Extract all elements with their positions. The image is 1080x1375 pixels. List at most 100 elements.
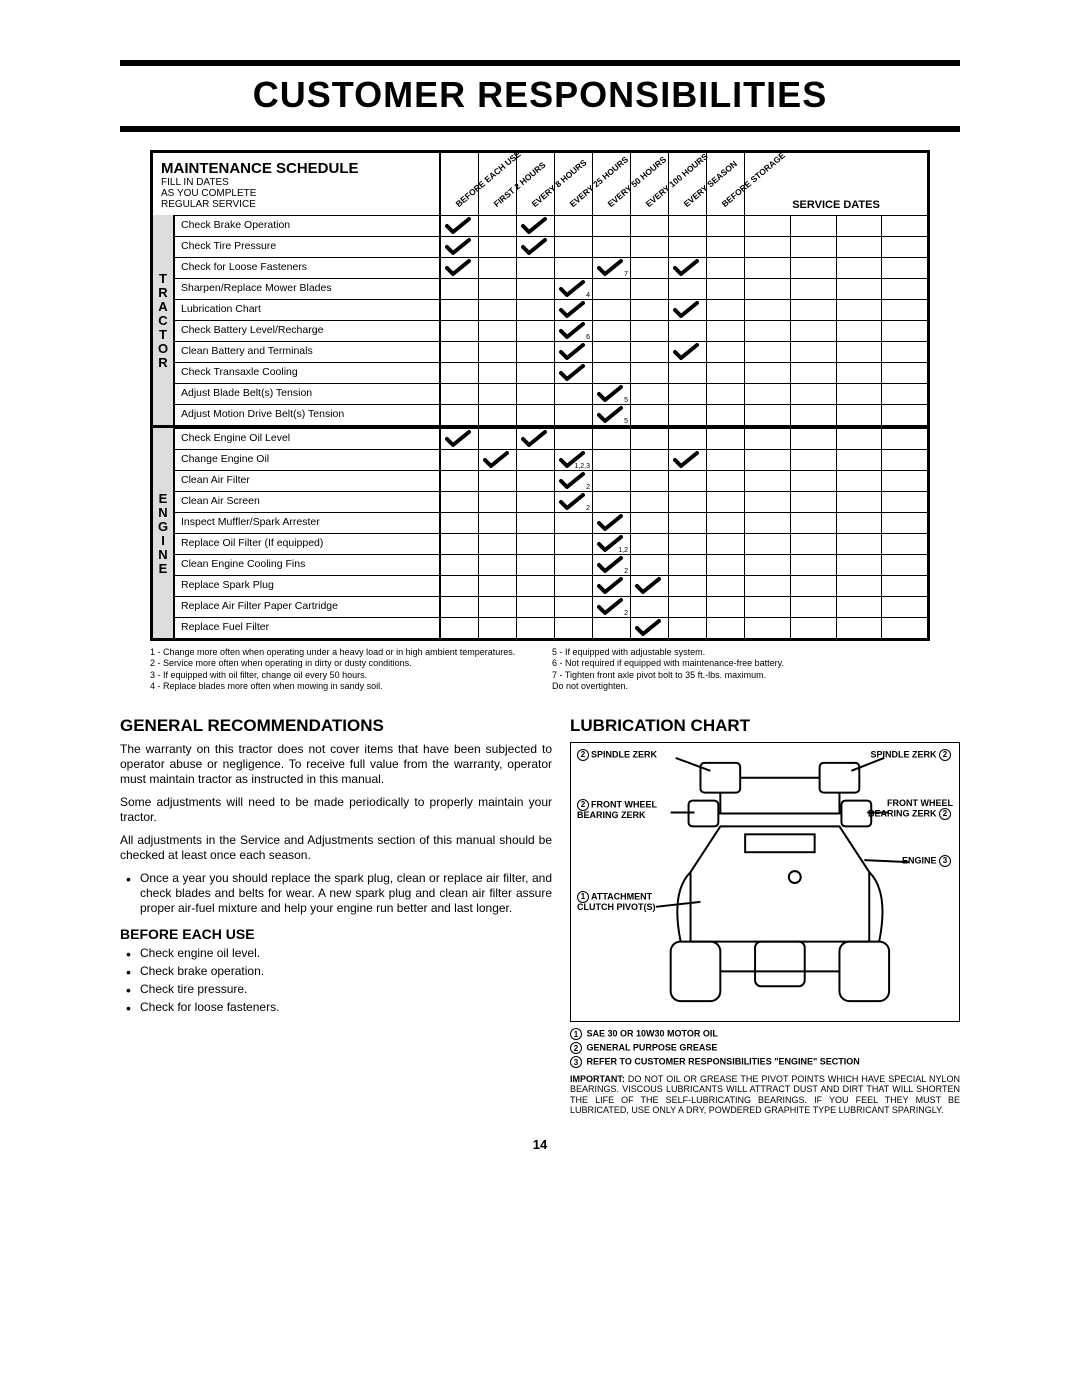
schedule-row: Clean Air Screen2 (175, 491, 927, 512)
schedule-row: Replace Spark Plug (175, 575, 927, 596)
schedule-check-cell (441, 279, 479, 299)
schedule-check-cell (479, 258, 517, 278)
schedule-check-cell (631, 429, 669, 449)
maintenance-schedule-table: MAINTENANCE SCHEDULE FILL IN DATES AS YO… (150, 150, 930, 641)
schedule-check-cell (669, 618, 707, 638)
schedule-row: Check Battery Level/Recharge6 (175, 320, 927, 341)
service-date-cells (745, 237, 927, 257)
schedule-check-cell (555, 513, 593, 533)
schedule-check-cell (555, 342, 593, 362)
service-date-cells (745, 363, 927, 383)
schedule-row: Clean Battery and Terminals (175, 341, 927, 362)
general-bullet: Once a year you should replace the spark… (120, 871, 552, 916)
schedule-check-cell: 7 (593, 258, 631, 278)
footnote: 2 - Service more often when operating in… (150, 658, 528, 669)
service-date-cells (745, 342, 927, 362)
schedule-check-cell (593, 237, 631, 257)
schedule-check-cell (669, 534, 707, 554)
service-date-cells (745, 555, 927, 575)
service-date-cells (745, 534, 927, 554)
schedule-task-label: Check Tire Pressure (175, 237, 441, 257)
schedule-column-header: BEFORE EACH USE (441, 153, 479, 215)
general-para-2: Some adjustments will need to be made pe… (120, 795, 552, 825)
schedule-row: Clean Air Filter2 (175, 470, 927, 491)
schedule-check-cell (631, 555, 669, 575)
schedule-row: Check Brake Operation (175, 215, 927, 236)
schedule-check-cell (517, 555, 555, 575)
schedule-check-cell (707, 279, 745, 299)
page-title: CUSTOMER RESPONSIBILITIES (120, 60, 960, 132)
schedule-check-cell (479, 216, 517, 236)
schedule-check-cell (707, 429, 745, 449)
lube-label-front-wheel-left: 2FRONT WHEEL BEARING ZERK (577, 799, 667, 820)
footnote: 5 - If equipped with adjustable system. (552, 647, 930, 658)
schedule-check-cell (479, 555, 517, 575)
schedule-check-cell (631, 342, 669, 362)
schedule-check-cell (669, 342, 707, 362)
schedule-check-cell (441, 555, 479, 575)
lube-label-engine: ENGINE 3 (902, 855, 953, 867)
schedule-check-cell (517, 258, 555, 278)
schedule-check-cell (479, 429, 517, 449)
schedule-check-cell (555, 216, 593, 236)
lubrication-chart-heading: LUBRICATION CHART (570, 716, 960, 736)
schedule-check-cell: 2 (593, 597, 631, 617)
schedule-check-cell (479, 513, 517, 533)
schedule-check-cell (479, 534, 517, 554)
schedule-check-cell (631, 513, 669, 533)
schedule-check-cell (707, 471, 745, 491)
schedule-check-cell: 2 (593, 555, 631, 575)
schedule-row: Check Engine Oil Level (175, 428, 927, 449)
schedule-row: Replace Fuel Filter (175, 617, 927, 638)
schedule-check-cell (669, 405, 707, 425)
schedule-row: Sharpen/Replace Mower Blades4 (175, 278, 927, 299)
before-use-item: Check for loose fasteners. (120, 1000, 552, 1015)
schedule-task-label: Replace Air Filter Paper Cartridge (175, 597, 441, 617)
lube-label-spindle-right: SPINDLE ZERK 2 (870, 749, 953, 761)
service-date-cells (745, 258, 927, 278)
service-date-cells (745, 321, 927, 341)
schedule-check-cell (669, 429, 707, 449)
schedule-check-cell (555, 258, 593, 278)
schedule-check-cell (707, 384, 745, 404)
schedule-task-label: Inspect Muffler/Spark Arrester (175, 513, 441, 533)
general-recommendations-heading: GENERAL RECOMMENDATIONS (120, 716, 552, 736)
schedule-check-cell (669, 555, 707, 575)
schedule-check-cell (441, 258, 479, 278)
schedule-footnotes: 1 - Change more often when operating und… (150, 647, 930, 692)
schedule-check-cell (707, 450, 745, 470)
schedule-check-cell (517, 279, 555, 299)
schedule-sub1: FILL IN DATES (161, 177, 431, 188)
before-use-item: Check engine oil level. (120, 946, 552, 961)
service-date-cells (745, 576, 927, 596)
schedule-task-label: Clean Air Filter (175, 471, 441, 491)
schedule-check-cell (441, 342, 479, 362)
schedule-check-cell (669, 597, 707, 617)
service-date-cells (745, 597, 927, 617)
schedule-check-cell (707, 237, 745, 257)
schedule-task-label: Clean Battery and Terminals (175, 342, 441, 362)
schedule-check-cell (707, 618, 745, 638)
schedule-check-cell (707, 321, 745, 341)
schedule-check-cell (441, 429, 479, 449)
footnote: 4 - Replace blades more often when mowin… (150, 681, 528, 692)
schedule-check-cell (479, 450, 517, 470)
schedule-check-cell (441, 321, 479, 341)
service-date-cells (745, 279, 927, 299)
schedule-check-cell (669, 576, 707, 596)
schedule-check-cell (555, 429, 593, 449)
schedule-check-cell (479, 321, 517, 341)
lube-label-front-wheel-right: FRONT WHEEL BEARING ZERK 2 (863, 799, 953, 820)
service-date-cells (745, 384, 927, 404)
service-date-cells (745, 471, 927, 491)
schedule-check-cell (517, 534, 555, 554)
schedule-check-cell (517, 237, 555, 257)
schedule-row: Check Transaxle Cooling (175, 362, 927, 383)
schedule-heading: MAINTENANCE SCHEDULE (161, 160, 431, 177)
schedule-check-cell (707, 405, 745, 425)
footnote: 6 - Not required if equipped with mainte… (552, 658, 930, 669)
schedule-check-cell (517, 450, 555, 470)
schedule-row: Clean Engine Cooling Fins2 (175, 554, 927, 575)
schedule-check-cell (441, 384, 479, 404)
schedule-check-cell (669, 321, 707, 341)
